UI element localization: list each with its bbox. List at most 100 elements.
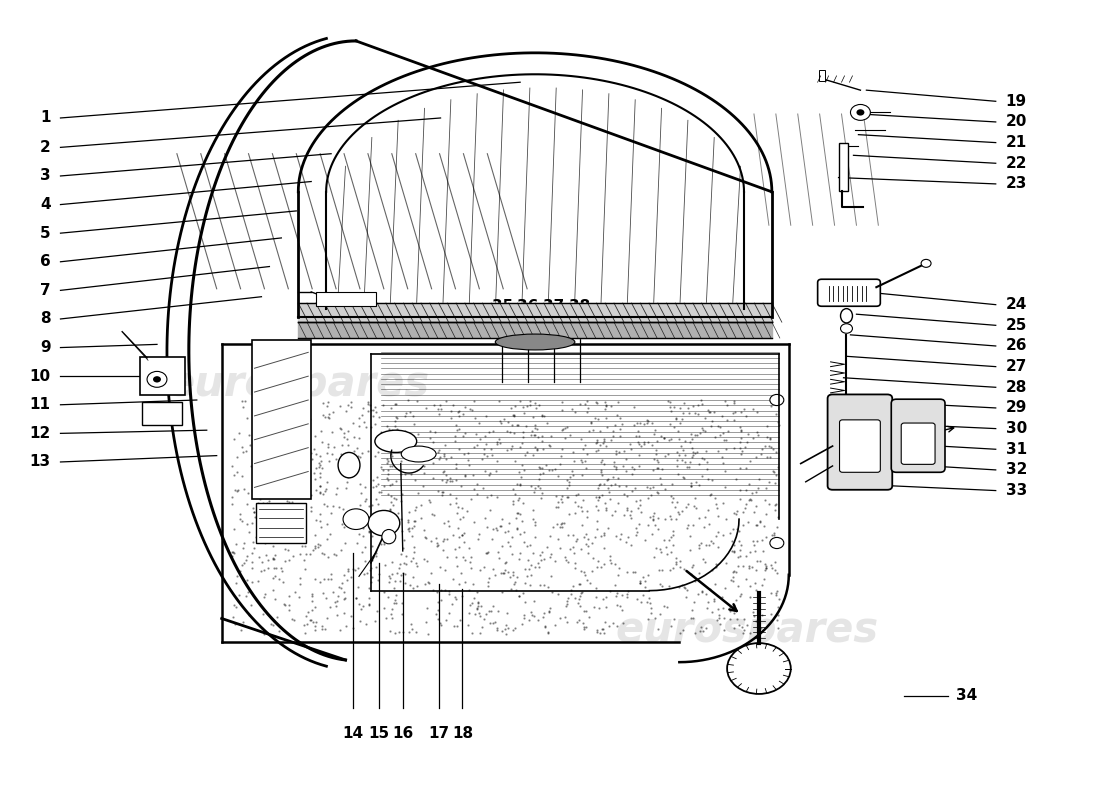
- Point: [349, 442, 366, 454]
- Point: [337, 508, 354, 521]
- Point: [334, 569, 352, 582]
- Point: [284, 612, 301, 625]
- Point: [447, 542, 464, 555]
- Point: [422, 534, 440, 547]
- Point: [353, 446, 371, 459]
- Point: [572, 564, 590, 577]
- Point: [729, 579, 747, 592]
- Point: [417, 531, 434, 544]
- Point: [453, 529, 471, 542]
- Point: [639, 414, 657, 427]
- Point: [762, 558, 780, 571]
- Point: [504, 623, 521, 636]
- Point: [693, 422, 711, 435]
- Point: [447, 462, 464, 474]
- Point: [608, 409, 626, 422]
- Point: [718, 414, 736, 426]
- Point: [354, 408, 372, 421]
- Point: [271, 625, 288, 638]
- Point: [714, 528, 732, 541]
- Point: [607, 463, 625, 476]
- Point: [576, 455, 594, 468]
- Point: [538, 540, 556, 553]
- Point: [671, 401, 689, 414]
- Point: [285, 461, 303, 474]
- Point: [429, 538, 447, 551]
- Point: [434, 450, 452, 462]
- Point: [395, 566, 412, 579]
- Point: [621, 538, 639, 551]
- Point: [268, 610, 286, 623]
- Point: [609, 471, 627, 484]
- Point: [329, 590, 346, 602]
- Point: [752, 609, 770, 622]
- Point: [405, 546, 422, 558]
- Point: [626, 566, 644, 578]
- Point: [440, 588, 458, 601]
- Point: [628, 526, 646, 539]
- Point: [244, 546, 262, 559]
- Point: [448, 419, 465, 432]
- Point: [578, 538, 595, 550]
- Point: [336, 606, 353, 619]
- Point: [629, 424, 647, 437]
- Point: [662, 405, 680, 418]
- Text: eurospares: eurospares: [167, 363, 430, 405]
- Point: [368, 470, 386, 483]
- Point: [502, 570, 519, 583]
- Point: [661, 580, 679, 593]
- Point: [398, 427, 416, 440]
- Point: [430, 444, 448, 457]
- Point: [463, 404, 481, 417]
- Point: [524, 410, 541, 423]
- Point: [578, 528, 595, 541]
- Point: [469, 586, 486, 598]
- Point: [594, 437, 612, 450]
- Point: [728, 504, 746, 517]
- Point: [265, 425, 283, 438]
- FancyBboxPatch shape: [817, 279, 880, 306]
- Point: [244, 474, 262, 486]
- Point: [702, 488, 719, 501]
- Point: [560, 591, 578, 604]
- Point: [565, 454, 583, 467]
- Point: [623, 484, 640, 497]
- Point: [386, 398, 404, 410]
- Point: [408, 560, 426, 573]
- Point: [512, 478, 529, 491]
- Point: [684, 518, 702, 531]
- Point: [469, 438, 486, 451]
- Point: [627, 494, 645, 507]
- Point: [542, 570, 560, 583]
- Point: [661, 563, 679, 576]
- Point: [576, 569, 594, 582]
- Point: [456, 576, 474, 589]
- Point: [701, 406, 718, 418]
- Point: [651, 542, 669, 555]
- Point: [544, 521, 562, 534]
- Point: [726, 539, 744, 552]
- Point: [289, 425, 307, 438]
- Point: [481, 572, 498, 585]
- Point: [361, 526, 378, 538]
- Point: [510, 466, 528, 478]
- Point: [707, 530, 725, 542]
- Point: [601, 620, 618, 633]
- Point: [228, 601, 245, 614]
- Point: [583, 415, 601, 428]
- Point: [761, 450, 779, 463]
- Point: [668, 496, 685, 509]
- Point: [306, 472, 323, 485]
- Point: [437, 469, 454, 482]
- Point: [642, 607, 660, 620]
- Point: [619, 584, 637, 597]
- Point: [266, 592, 284, 605]
- Point: [543, 463, 561, 476]
- Point: [353, 546, 371, 558]
- Point: [242, 438, 260, 451]
- Point: [332, 544, 350, 557]
- Point: [509, 494, 527, 506]
- Point: [370, 478, 387, 490]
- Point: [645, 510, 662, 523]
- Point: [681, 406, 698, 419]
